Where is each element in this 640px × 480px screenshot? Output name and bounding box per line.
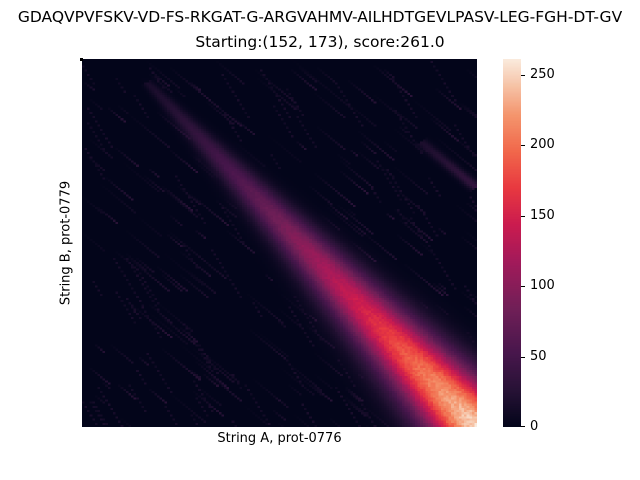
colorbar-tick-mark [521, 145, 525, 146]
colorbar-tick-mark [521, 426, 525, 427]
y-axis-label: String B, prot-0779 [58, 180, 74, 306]
colorbar [503, 59, 521, 427]
axis-corner-tick [80, 58, 83, 61]
alignment-heatmap [82, 59, 477, 427]
colorbar-tick-mark [521, 286, 525, 287]
colorbar-tick-mark [521, 356, 525, 358]
colorbar-tick-label: 100 [530, 278, 555, 293]
chart-title: GDAQVPVFSKV-VD-FS-RKGAT-G-ARGVAHMV-AILHD… [17, 8, 623, 26]
colorbar-tick-label: 150 [530, 207, 555, 223]
colorbar-tick-label: 50 [530, 348, 547, 364]
colorbar-tick-label: 250 [530, 66, 555, 82]
colorbar-tick-label: 200 [530, 137, 555, 152]
chart-subtitle: Starting:(152, 173), score:261.0 [195, 33, 445, 51]
colorbar-tick-mark [521, 215, 525, 217]
colorbar-tick-mark [521, 74, 525, 76]
x-axis-label: String A, prot-0776 [217, 431, 342, 446]
colorbar-tick-label: 0 [530, 419, 539, 434]
